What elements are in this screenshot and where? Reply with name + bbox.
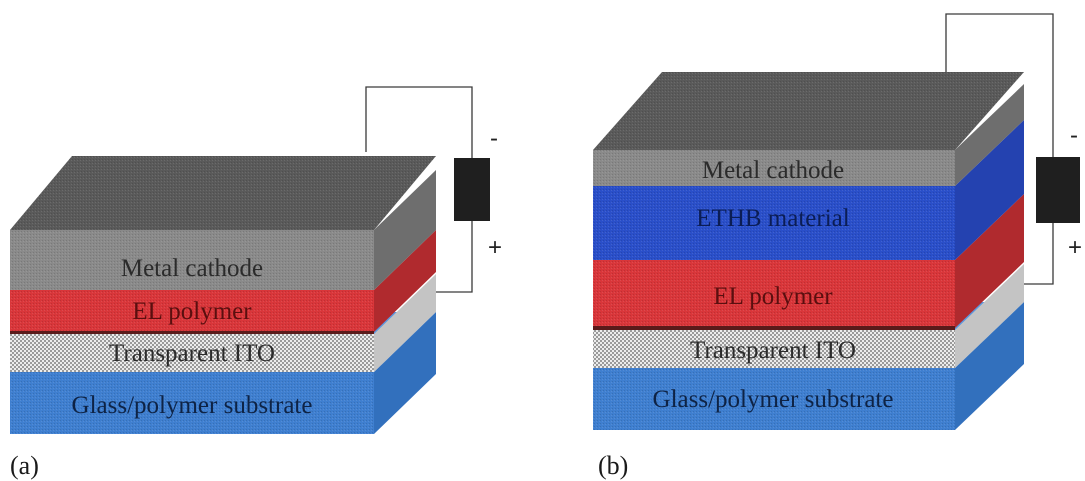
panel-a: - + Glass/polymer substrate Transparent … [10,86,502,480]
panel-b-el-side [955,194,1024,328]
panel-b-ito-side [955,264,1024,368]
panel-b-cathode-side [955,84,1024,186]
panel-a-substrate-label: Glass/polymer substrate [72,392,313,419]
panel-a-label: (a) [10,451,39,480]
panel-b-ito-front [593,330,955,368]
panel-a-layer-cathode: Metal cathode [10,156,436,290]
panel-a-circuit: - + [365,86,502,293]
panel-b: - + Glass/polymer substrate Transparent … [593,13,1082,480]
panel-a-cathode-side [374,170,436,290]
panel-a-substrate-side [374,312,436,434]
panel-a-minus-sign: - [490,125,498,152]
panel-b-substrate-side [955,302,1024,430]
panel-b-wire-top [945,13,1054,158]
panel-b-layer-el-polymer: EL polymer [593,194,1024,330]
panel-b-ethb-side [955,120,1024,260]
panel-a-el-side [374,230,436,332]
panel-a-ito-label: Transparent ITO [109,340,275,367]
panel-b-wire-bottom [1012,222,1054,285]
panel-b-minus-sign: - [1070,122,1078,149]
panel-a-layer-ito: Transparent ITO [10,274,436,372]
panel-a-cathode-label: Metal cathode [121,255,263,282]
panel-a-layer-el-polymer: EL polymer [10,230,436,334]
panel-b-layer-cathode: Metal cathode [593,72,1024,186]
panel-b-ito-label: Transparent ITO [690,337,856,364]
panel-b-battery [1036,157,1080,223]
panel-b-plus-sign: + [1068,234,1082,261]
panel-b-circuit: - + [945,13,1082,285]
panel-b-layer-ethb: ETHB material [593,120,1024,260]
panel-b-el-label: EL polymer [713,283,833,310]
panel-a-ito-side [374,274,436,372]
panel-a-ito-front [10,334,374,372]
panel-a-wire-top [365,86,473,160]
panel-b-substrate-label: Glass/polymer substrate [653,386,894,413]
panel-a-el-label: EL polymer [132,298,252,325]
panel-b-label: (b) [598,451,628,480]
panel-b-ethb-label: ETHB material [696,205,849,232]
panel-a-battery [454,158,490,221]
panel-b-cathode-label: Metal cathode [702,157,844,184]
panel-b-layer-ito: Transparent ITO [593,264,1024,368]
panel-a-wire-bottom [432,220,473,293]
panel-a-plus-sign: + [488,234,502,261]
